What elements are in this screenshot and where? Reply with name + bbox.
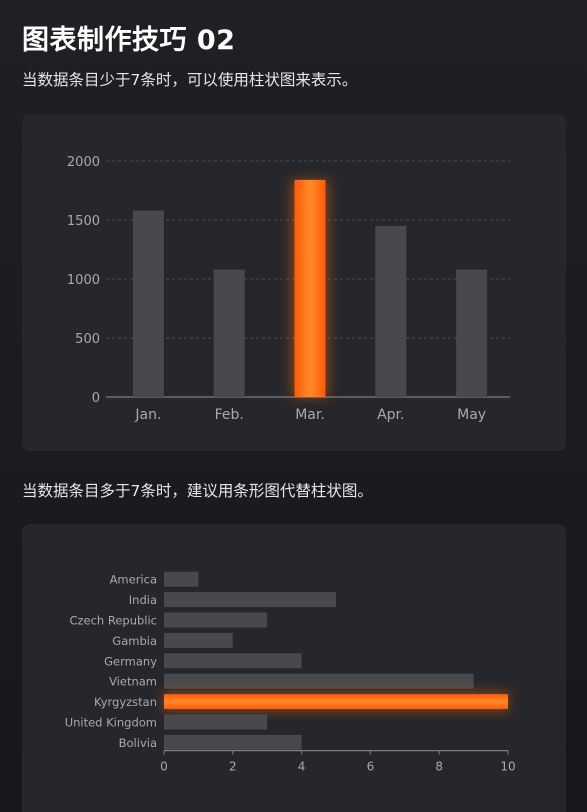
y-category-label: Kyrgyzstan: [94, 695, 157, 709]
bar-chart-card: America India Czech Republic Gambia Germany V…: [22, 524, 566, 812]
bar: [164, 734, 302, 750]
y-category-label: India: [129, 593, 157, 607]
x-tick-label: 8: [435, 760, 443, 774]
bar: [164, 694, 508, 710]
bar: [375, 225, 407, 397]
page-title: 图表制作技巧 02: [22, 25, 236, 56]
bar: [164, 632, 233, 648]
y-category-label: Vietnam: [109, 675, 157, 689]
y-category-label: Gambia: [112, 634, 157, 648]
x-tick-label: 2: [229, 760, 237, 774]
bar: [132, 210, 164, 397]
y-tick-label: 1500: [67, 214, 100, 229]
bar: [213, 269, 245, 397]
y-tick-label: 1000: [67, 273, 100, 288]
bar: [164, 673, 474, 689]
y-category-label: America: [110, 573, 157, 587]
bar: [164, 592, 336, 608]
y-tick-label: 0: [92, 391, 100, 406]
x-tick-label: 6: [367, 760, 375, 774]
y-tick-label: 500: [75, 332, 100, 347]
bar: [456, 269, 488, 397]
horizontal-bar-chart: America India Czech Republic Gambia Germany V…: [65, 571, 516, 774]
bar: [294, 179, 326, 397]
x-tick-label: Jan.: [134, 407, 161, 423]
bar-chart-caption: 当数据条目多于7条时，建议用条形图代替柱状图。: [22, 482, 373, 500]
x-tick-label: May: [457, 407, 486, 423]
bar: [164, 571, 199, 587]
column-chart-caption: 当数据条目少于7条时，可以使用柱状图来表示。: [22, 71, 358, 89]
y-category-label: Bolivia: [119, 736, 157, 750]
column-chart-card: 0 500 1000 1500 2000 Jan. Feb. Mar. Apr. May: [22, 114, 566, 451]
column-chart: 0 500 1000 1500 2000 Jan. Feb. Mar. Apr. May: [67, 155, 510, 423]
y-tick-label: 2000: [67, 155, 100, 170]
bar: [164, 653, 302, 669]
x-tick-label: 10: [500, 760, 515, 774]
x-tick-label: 0: [160, 760, 168, 774]
y-category-label: United Kingdom: [65, 716, 157, 730]
y-category-label: Czech Republic: [69, 614, 157, 628]
bar: [164, 714, 268, 730]
x-tick-label: Apr.: [377, 407, 404, 423]
x-tick-label: 4: [298, 760, 306, 774]
bar: [164, 612, 268, 628]
x-tick-label: Mar.: [295, 407, 325, 423]
x-tick-label: Feb.: [215, 407, 244, 423]
y-category-label: Germany: [104, 654, 157, 668]
